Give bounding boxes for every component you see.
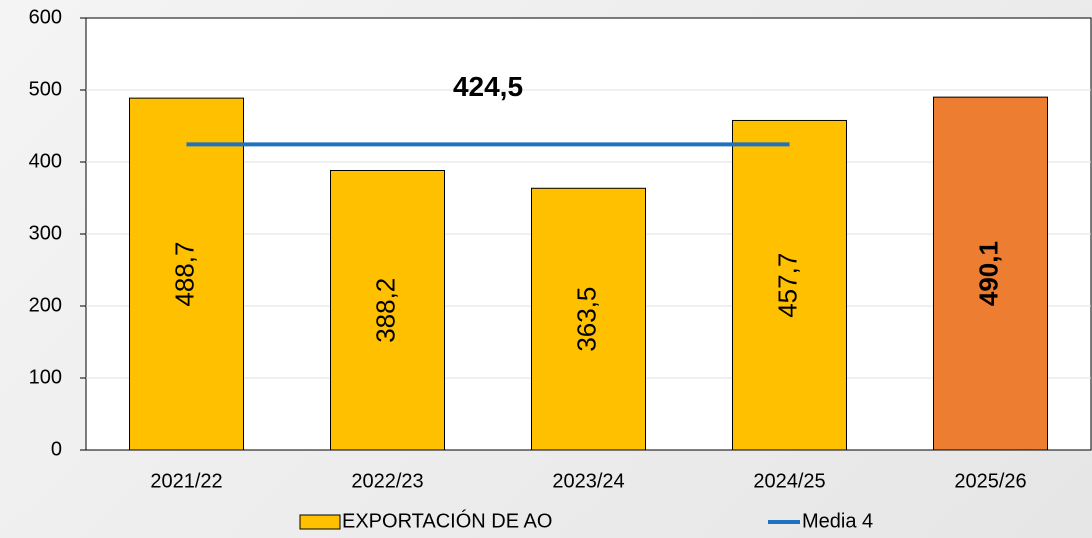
y-tick-label: 0 xyxy=(51,438,62,460)
y-tick-label: 200 xyxy=(29,294,62,316)
bar xyxy=(732,119,847,451)
legend-swatch xyxy=(299,514,341,530)
legend-label: Media 4 xyxy=(802,510,873,532)
bar xyxy=(933,96,1048,451)
data-label: 388,2 xyxy=(370,278,400,343)
data-label: 363,5 xyxy=(571,287,601,352)
bar xyxy=(129,97,244,451)
data-label: 488,7 xyxy=(169,242,199,307)
legend-label: EXPORTACIÓN DE AO xyxy=(342,509,552,532)
annotation: 424,5 xyxy=(453,71,523,102)
bar xyxy=(531,187,646,451)
x-tick-label: 2025/26 xyxy=(954,470,1026,492)
data-label: 457,7 xyxy=(772,253,802,318)
y-tick-label: 300 xyxy=(29,222,62,244)
x-tick-label: 2022/23 xyxy=(351,470,423,492)
y-tick-label: 400 xyxy=(29,150,62,172)
x-tick-label: 2023/24 xyxy=(552,470,624,492)
y-tick-label: 500 xyxy=(29,78,62,100)
bar xyxy=(330,169,445,451)
y-tick-label: 100 xyxy=(29,366,62,388)
data-label: 490,1 xyxy=(973,241,1003,306)
y-tick-label: 600 xyxy=(29,6,62,28)
x-tick-label: 2024/25 xyxy=(753,470,825,492)
x-tick-label: 2021/22 xyxy=(150,470,222,492)
